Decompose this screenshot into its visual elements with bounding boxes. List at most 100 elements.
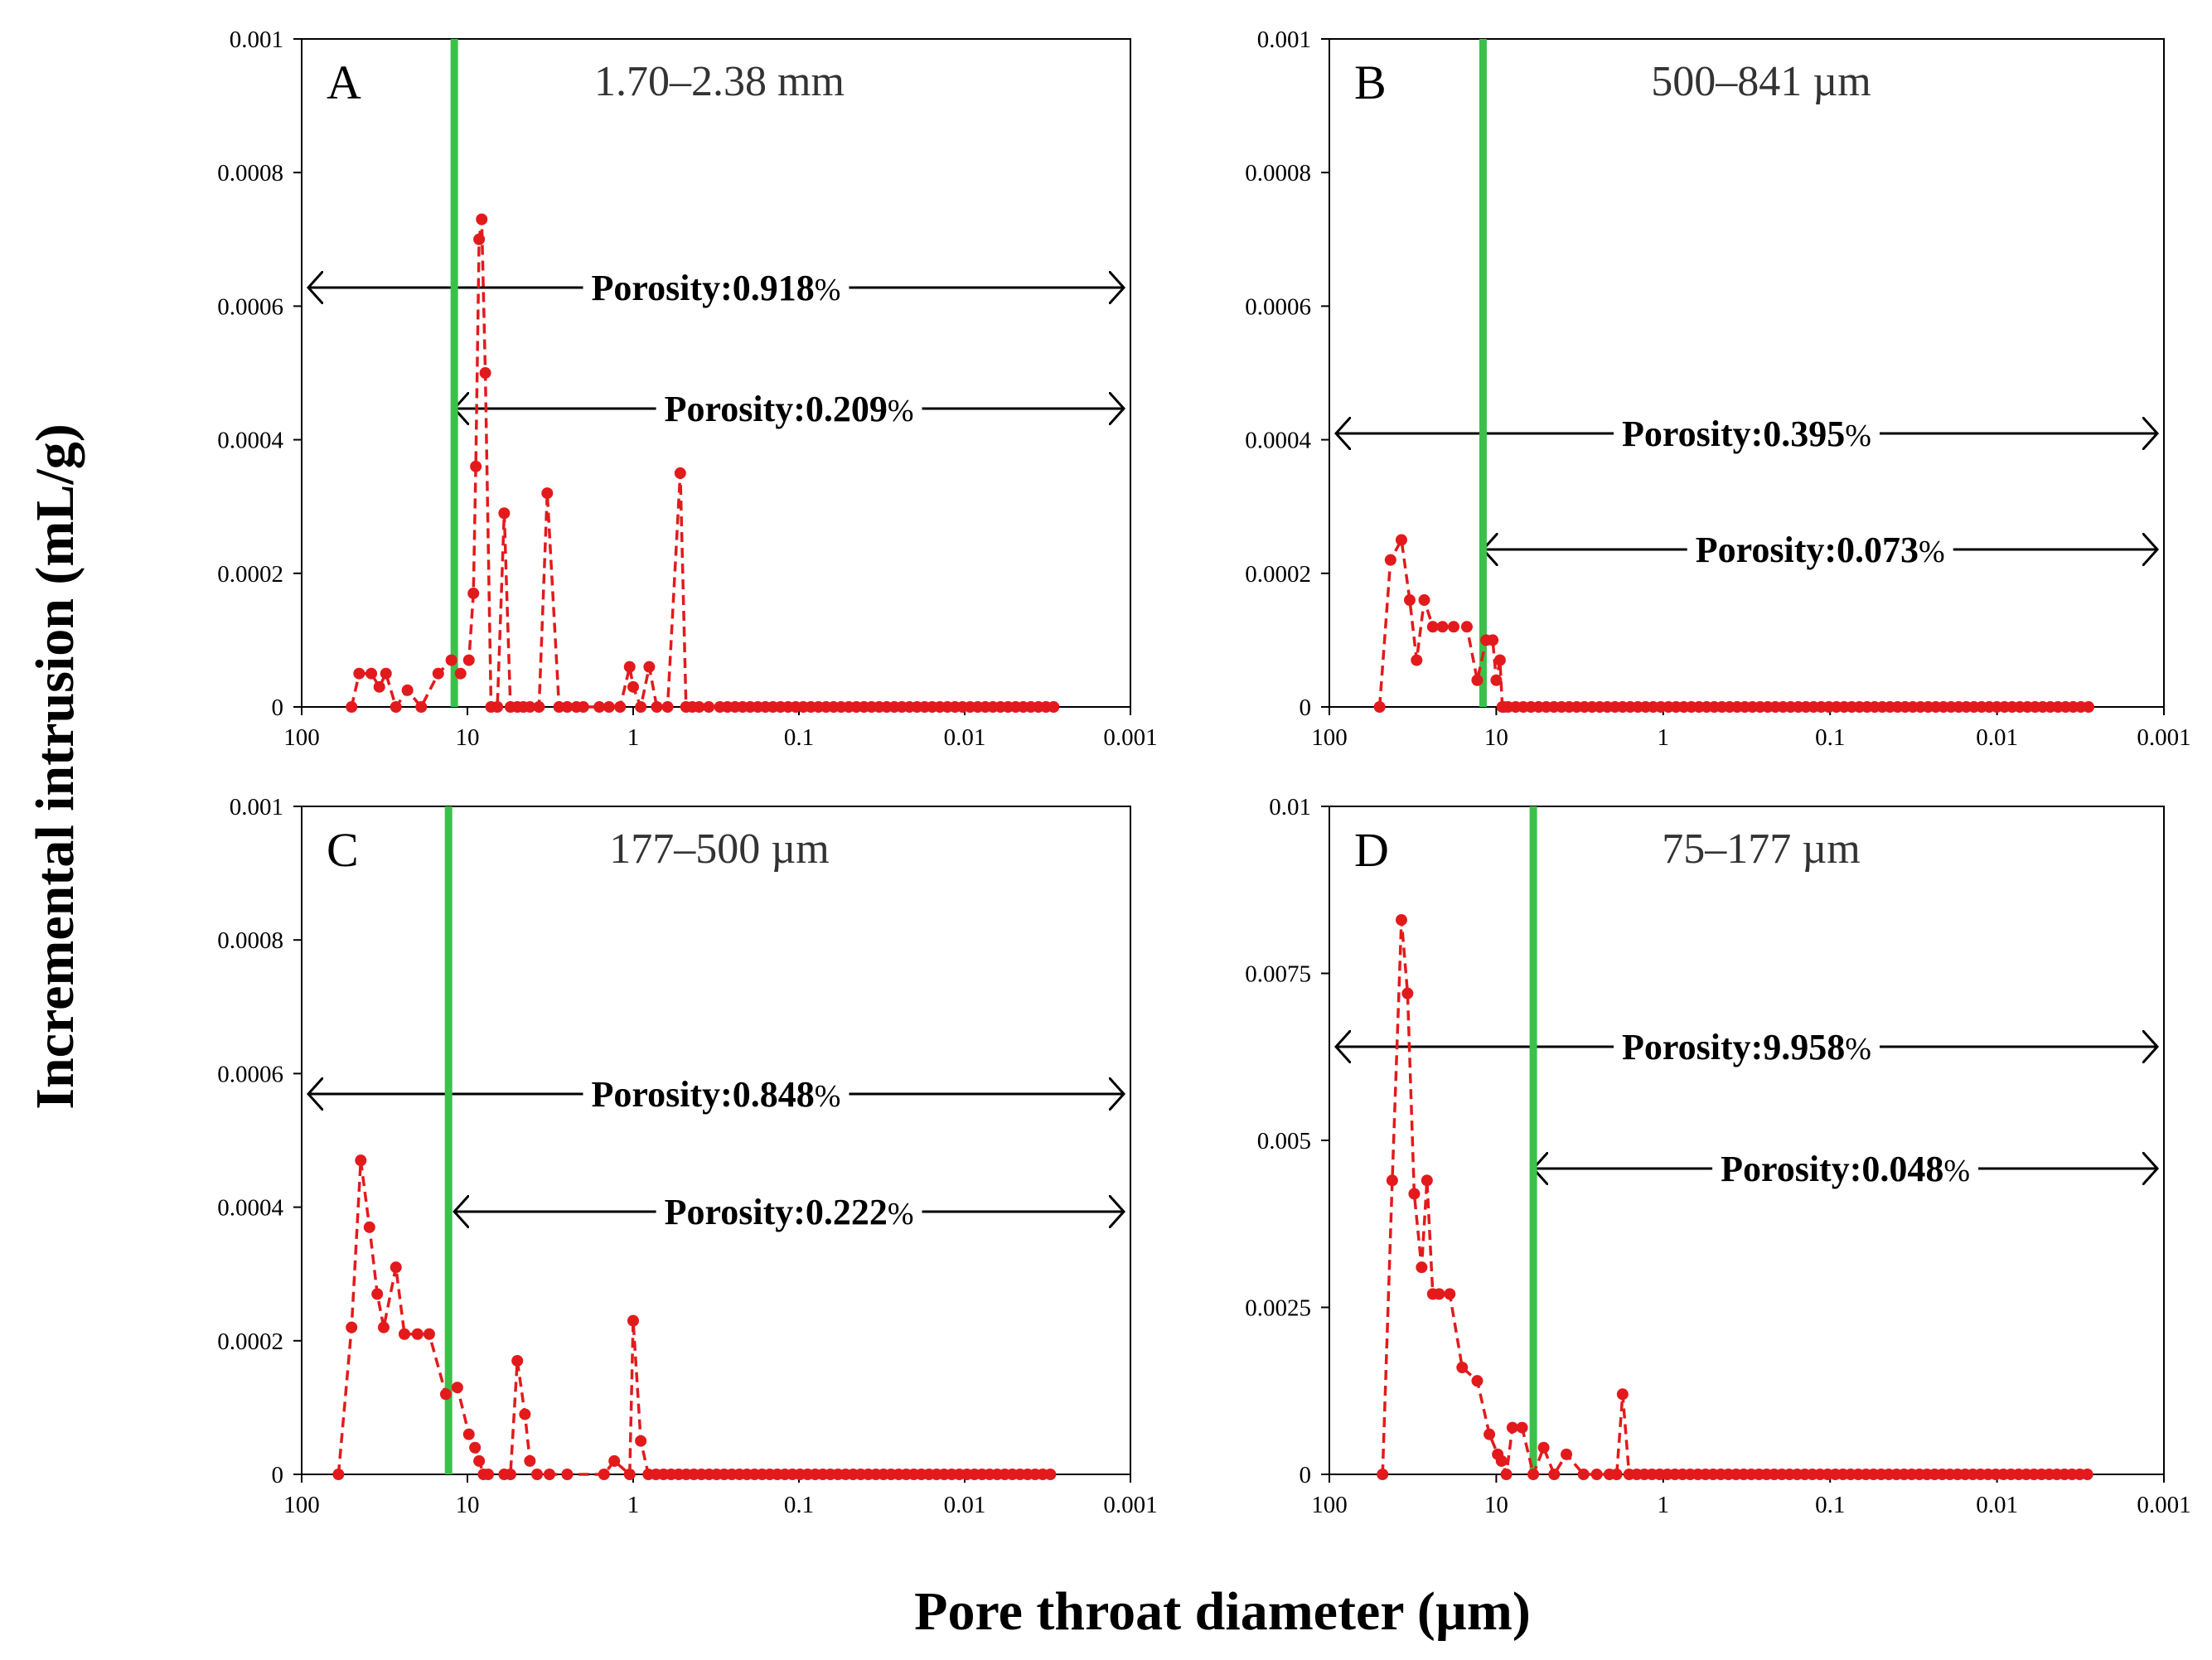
y-tick-label: 0.0004 [217, 1195, 283, 1222]
data-point [1395, 534, 1407, 546]
porosity-annotation: Porosity:0.048% [1533, 1149, 2157, 1189]
data-point [703, 701, 715, 713]
data-point [1527, 1469, 1540, 1480]
x-tick-label: 10 [1484, 1492, 1508, 1518]
panel-letter: D [1354, 823, 1389, 877]
y-tick-label: 0 [272, 1462, 284, 1488]
data-point [643, 661, 656, 673]
panel-letter: B [1354, 56, 1387, 109]
data-point [1493, 654, 1506, 666]
porosity-label-text: Porosity: [592, 268, 733, 308]
y-tick-label: 0.0075 [1245, 961, 1311, 988]
porosity-unit: % [815, 273, 841, 307]
data-point [473, 1454, 486, 1467]
data-point [363, 1221, 375, 1233]
porosity-annotation: Porosity:0.073% [1483, 530, 2157, 570]
y-tick-label: 0.0025 [1245, 1295, 1311, 1322]
data-point [519, 1408, 531, 1420]
porosity-unit: % [1845, 1032, 1871, 1067]
data-point [398, 1328, 410, 1340]
y-tick-label: 0.0008 [217, 927, 283, 954]
data-point [1495, 1454, 1508, 1467]
porosity-label: Porosity:0.222% [665, 1192, 914, 1232]
data-point [1426, 621, 1439, 633]
y-tick-label: 0.001 [230, 27, 283, 53]
data-point [661, 701, 674, 713]
data-point [1487, 634, 1499, 646]
y-tick-label: 0.0002 [217, 561, 283, 588]
data-point [1561, 1448, 1573, 1460]
data-point [1395, 914, 1407, 927]
porosity-annotation: Porosity:0.395% [1336, 414, 2157, 454]
data-point [473, 233, 486, 245]
data-point [674, 467, 686, 479]
data-point [531, 1469, 544, 1480]
data-point [467, 587, 480, 599]
data-point [355, 1154, 367, 1167]
y-tick-label: 0.0006 [217, 293, 283, 320]
porosity-label-text: Porosity: [1622, 414, 1763, 454]
x-tick-label: 0.001 [2137, 1492, 2190, 1518]
data-point [454, 667, 467, 680]
porosity-annotation: Porosity:9.958% [1336, 1027, 2157, 1067]
data-point [432, 667, 444, 680]
data-point [401, 684, 414, 696]
data-point [439, 1388, 452, 1401]
data-point [1416, 1261, 1428, 1274]
data-point [1516, 1421, 1528, 1434]
data-point [1384, 554, 1396, 566]
porosity-label: Porosity:0.073% [1696, 530, 1945, 570]
data-point [1490, 674, 1503, 686]
data-point [1444, 1288, 1456, 1300]
panel-d: 0 0.0025 0.005 0.0075 0.01 100 10 1 0.1 0.01 0.001… [1245, 794, 2190, 1518]
y-tick-label: 0.001 [230, 794, 283, 820]
data-point [445, 654, 457, 666]
x-tick-label: 100 [283, 1492, 320, 1518]
data-point [1537, 1441, 1550, 1454]
x-tick-label: 0.1 [1815, 724, 1845, 751]
data-point [377, 1321, 390, 1333]
porosity-label: Porosity:0.848% [592, 1074, 841, 1115]
porosity-value: 0.918 [733, 268, 815, 308]
y-tick-label: 0.005 [1257, 1128, 1311, 1154]
porosity-unit: % [1919, 535, 1945, 569]
data-point [476, 213, 488, 225]
panel-title: 75–177 µm [1662, 825, 1860, 873]
y-tick-label: 0.0008 [217, 160, 283, 186]
y-tick-label: 0 [272, 694, 284, 721]
data-point [533, 701, 545, 713]
data-point [2082, 701, 2094, 713]
porosity-unit: % [815, 1079, 841, 1114]
data-point [353, 667, 365, 680]
porosity-value: 0.073 [1837, 530, 1919, 570]
y-axis-title: Incremental intrusion (mL/g) [25, 423, 85, 1109]
data-point [1456, 1362, 1469, 1374]
y-tick-label: 0.0002 [217, 1328, 283, 1355]
x-tick-label: 1 [627, 1492, 640, 1518]
porosity-annotation: Porosity:0.222% [454, 1192, 1124, 1232]
data-point [482, 1469, 494, 1480]
porosity-value: 0.222 [806, 1192, 888, 1232]
porosity-unit: % [1845, 419, 1871, 453]
data-point [614, 701, 627, 713]
data-point [593, 701, 606, 713]
porosity-unit: % [1943, 1154, 1970, 1188]
data-point [346, 1321, 358, 1333]
data-point [623, 1469, 636, 1480]
data-point [1610, 1469, 1623, 1480]
x-tick-label: 0.01 [1976, 1492, 2018, 1518]
data-point [1411, 654, 1423, 666]
data-point [635, 1435, 647, 1447]
data-point [1471, 1375, 1484, 1387]
porosity-label: Porosity:0.395% [1622, 414, 1871, 454]
data-point [2081, 1469, 2093, 1480]
data-point [635, 701, 647, 713]
porosity-value: 0.848 [733, 1074, 815, 1115]
data-point [1433, 1288, 1445, 1300]
data-point [553, 701, 565, 713]
data-point [627, 680, 639, 693]
porosity-label-text: Porosity: [665, 1192, 806, 1232]
x-tick-label: 0.01 [944, 1492, 986, 1518]
data-point [627, 1314, 639, 1327]
